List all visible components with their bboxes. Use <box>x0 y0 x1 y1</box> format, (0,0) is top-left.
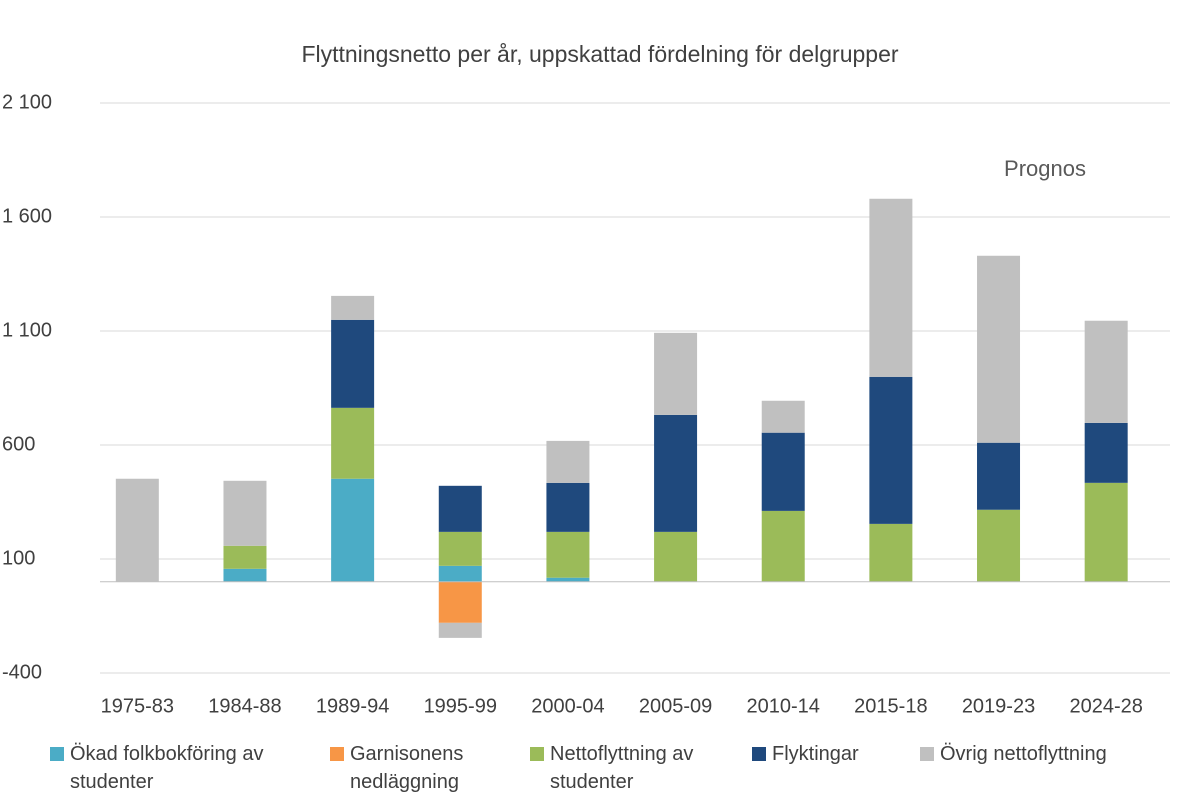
legend-item: Garnisonens nedläggning <box>330 740 480 796</box>
bar-segment <box>546 440 590 483</box>
legend-swatch <box>330 747 344 761</box>
x-tick-label: 2005-09 <box>639 695 712 717</box>
bar-segment <box>438 531 482 566</box>
x-tick-label: 1995-99 <box>424 695 497 717</box>
x-tick-label: 1989-94 <box>316 695 389 717</box>
bar-segment <box>1084 320 1128 423</box>
bar-segment <box>761 400 805 433</box>
legend-swatch <box>920 747 934 761</box>
legend-item: Ökad folkbokföring av studenter <box>50 740 270 796</box>
y-tick-label: 100 <box>2 547 35 569</box>
bar-segment <box>546 482 590 532</box>
bar-segment <box>223 545 267 569</box>
bar-segment <box>438 565 482 582</box>
legend-label: Garnisonens nedläggning <box>350 743 464 793</box>
legend-label: Nettoflyttning av studenter <box>550 743 694 793</box>
bar-segment <box>331 319 375 408</box>
x-tick-label: 2024-28 <box>1069 695 1142 717</box>
bar-segment <box>331 478 375 582</box>
bar-segment <box>654 531 698 582</box>
bar-segment <box>869 523 913 582</box>
x-tick-label: 2019-23 <box>962 695 1035 717</box>
bar-segment <box>546 531 590 578</box>
chart: Flyttningsnetto per år, uppskattad förde… <box>2 41 1170 717</box>
legend-label: Övrig nettoflyttning <box>940 743 1107 765</box>
legend-item: Övrig nettoflyttning <box>920 740 1180 768</box>
y-tick-label: 1 600 <box>2 205 52 227</box>
bar-segment <box>654 332 698 415</box>
legend-swatch <box>530 747 544 761</box>
x-tick-label: 1984-88 <box>208 695 281 717</box>
y-tick-label: 2 100 <box>2 91 52 113</box>
annotation: Prognos <box>1004 156 1086 181</box>
bar-segment <box>546 577 590 582</box>
x-tick-label: 2010-14 <box>747 695 820 717</box>
bar-segment <box>1084 482 1128 582</box>
x-tick-label: 2000-04 <box>531 695 604 717</box>
bar-segment <box>115 478 159 582</box>
legend-label: Flyktingar <box>772 743 859 765</box>
legend-swatch <box>50 747 64 761</box>
bar-segment <box>869 376 913 524</box>
bar-segment <box>1084 422 1128 483</box>
bar-segment <box>438 581 482 623</box>
bar-segment <box>654 414 698 532</box>
bar-segment <box>438 622 482 638</box>
bar-segment <box>977 255 1021 443</box>
bar-segment <box>977 509 1021 582</box>
bar-segment <box>331 407 375 479</box>
y-tick-label: 1 100 <box>2 319 52 341</box>
y-tick-label: -400 <box>2 661 42 683</box>
x-tick-label: 1975-83 <box>101 695 174 717</box>
y-tick-label: 600 <box>2 433 35 455</box>
legend-swatch <box>752 747 766 761</box>
x-tick-label: 2015-18 <box>854 695 927 717</box>
bar-segment <box>869 198 913 377</box>
bar-segment <box>223 568 267 582</box>
legend-item: Flyktingar <box>752 740 902 768</box>
bar-segment <box>761 510 805 582</box>
bar-segment <box>438 485 482 532</box>
bar-segment <box>331 295 375 320</box>
bar-segment <box>761 432 805 511</box>
legend-item: Nettoflyttning av studenter <box>530 740 700 796</box>
legend-label: Ökad folkbokföring av studenter <box>70 743 264 793</box>
legend: Ökad folkbokföring av studenter Garnisone… <box>0 740 1200 800</box>
bar-segment <box>977 442 1021 510</box>
bar-segment <box>223 480 267 546</box>
chart-title: Flyttningsnetto per år, uppskattad förde… <box>301 41 898 67</box>
